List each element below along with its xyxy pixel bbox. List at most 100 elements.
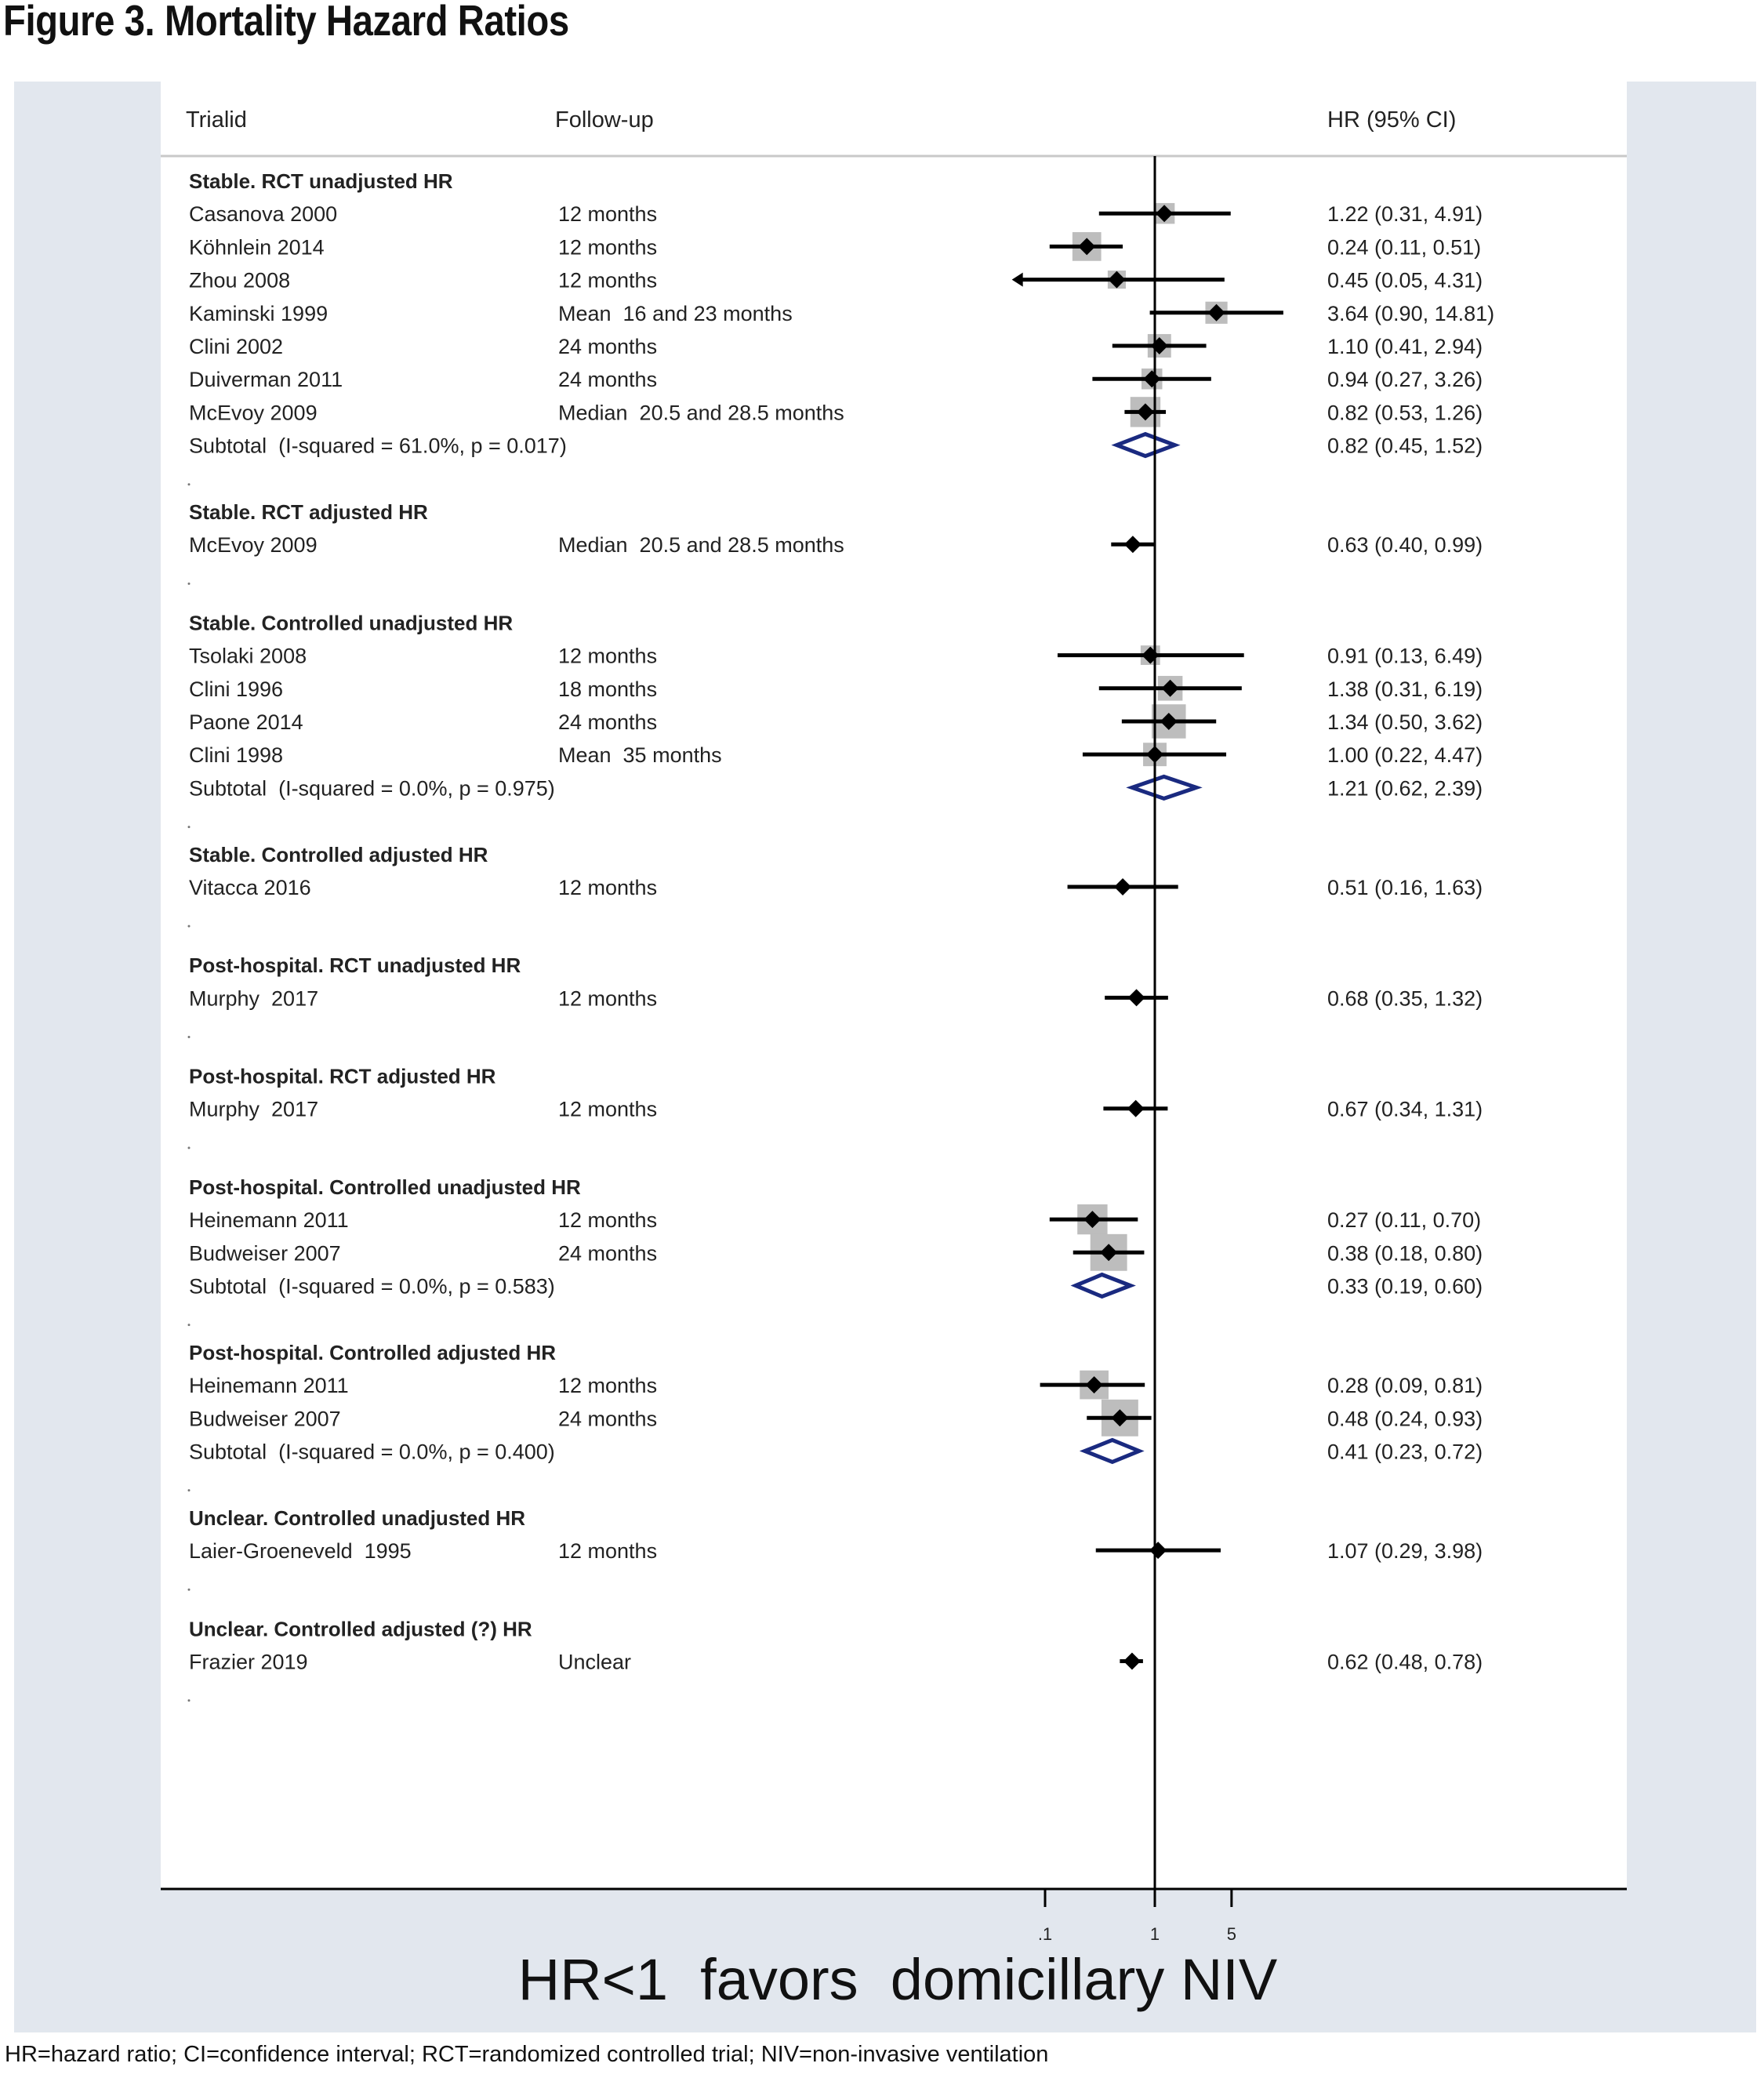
hr-ci-label: 1.22 (0.31, 4.91) xyxy=(1327,202,1483,226)
subtotal-hr-ci-label: 1.21 (0.62, 2.39) xyxy=(1327,776,1483,800)
subtotal-hr-ci-label: 0.33 (0.19, 0.60) xyxy=(1327,1274,1483,1298)
study-label: Murphy 2017 xyxy=(189,986,318,1010)
group-heading: Post-hospital. RCT unadjusted HR xyxy=(189,954,521,977)
study-label: Frazier 2019 xyxy=(189,1650,308,1673)
hr-ci-label: 0.38 (0.18, 0.80) xyxy=(1327,1241,1483,1265)
x-axis-ticks: .1 1 5 xyxy=(1038,1889,1236,1944)
point-estimate xyxy=(1161,679,1179,697)
figure-footnote: HR=hazard ratio; CI=confidence interval;… xyxy=(5,2042,1049,2067)
followup-label: 12 months xyxy=(558,986,657,1010)
followup-label: 12 months xyxy=(558,235,657,259)
spacer-dot xyxy=(187,1588,191,1591)
group-heading: Stable. RCT adjusted HR xyxy=(189,500,428,524)
point-estimate xyxy=(1143,370,1161,388)
point-estimate xyxy=(1078,238,1096,256)
point-estimate xyxy=(1123,1652,1141,1670)
point-estimate xyxy=(1127,1099,1145,1117)
subtotal-label: Subtotal (I-squared = 0.0%, p = 0.583) xyxy=(189,1274,555,1298)
x-tick-label: 5 xyxy=(1227,1924,1236,1944)
point-estimate xyxy=(1114,877,1132,895)
hr-ci-label: 1.10 (0.41, 2.94) xyxy=(1327,335,1483,358)
hr-ci-label: 0.45 (0.05, 4.31) xyxy=(1327,269,1483,292)
study-label: Zhou 2008 xyxy=(189,269,290,292)
followup-label: Unclear xyxy=(558,1650,631,1673)
hr-ci-label: 0.68 (0.35, 1.32) xyxy=(1327,986,1483,1010)
col-header-study: Trialid xyxy=(186,107,247,133)
ci-arrow xyxy=(1011,272,1023,287)
subtotal-label: Subtotal (I-squared = 0.0%, p = 0.975) xyxy=(189,776,555,800)
spacer-dot xyxy=(187,582,191,585)
hr-ci-label: 3.64 (0.90, 14.81) xyxy=(1327,302,1494,325)
study-label: Duiverman 2011 xyxy=(189,368,343,391)
study-label: Köhnlein 2014 xyxy=(189,235,325,259)
subtotal-label: Subtotal (I-squared = 61.0%, p = 0.017) xyxy=(189,434,567,458)
x-tick-label: 1 xyxy=(1150,1924,1160,1944)
hr-ci-label: 0.24 (0.11, 0.51) xyxy=(1327,235,1481,259)
group-heading: Stable. Controlled adjusted HR xyxy=(189,843,488,866)
spacer-dot xyxy=(187,483,191,486)
point-estimate xyxy=(1160,712,1178,730)
followup-label: 24 months xyxy=(558,710,657,734)
study-label: McEvoy 2009 xyxy=(189,533,318,557)
point-estimate xyxy=(1156,205,1174,223)
point-estimate xyxy=(1123,536,1142,554)
hr-ci-label: 0.63 (0.40, 0.99) xyxy=(1327,533,1483,557)
hr-ci-label: 0.82 (0.53, 1.26) xyxy=(1327,401,1483,424)
plot-panel xyxy=(161,82,1627,1890)
study-label: Clini 2002 xyxy=(189,335,283,358)
forest-rows: Stable. RCT unadjusted HR Casanova 2000 12… xyxy=(187,169,1494,1702)
group-heading: Post-hospital. Controlled unadjusted HR xyxy=(189,1175,581,1199)
spacer-dot xyxy=(187,924,191,928)
point-estimate xyxy=(1083,1211,1102,1229)
spacer-dot xyxy=(187,1324,191,1327)
hr-ci-label: 0.28 (0.09, 0.81) xyxy=(1327,1374,1483,1397)
followup-label: 24 months xyxy=(558,335,657,358)
point-estimate xyxy=(1085,1376,1103,1394)
followup-label: Median 20.5 and 28.5 months xyxy=(558,401,844,424)
followup-label: Median 20.5 and 28.5 months xyxy=(558,533,844,557)
study-label: Casanova 2000 xyxy=(189,202,337,226)
col-header-followup: Follow-up xyxy=(555,107,654,133)
followup-label: 18 months xyxy=(558,677,657,701)
group-heading: Stable. Controlled unadjusted HR xyxy=(189,611,513,634)
study-label: Laier-Groeneveld 1995 xyxy=(189,1539,412,1563)
col-header-hr: HR (95% CI) xyxy=(1327,107,1456,133)
group-heading: Stable. RCT unadjusted HR xyxy=(189,169,453,193)
study-label: Tsolaki 2008 xyxy=(189,645,307,668)
study-label: Clini 1998 xyxy=(189,743,283,767)
hr-ci-label: 0.51 (0.16, 1.63) xyxy=(1327,876,1483,899)
spacer-dot xyxy=(187,1146,191,1150)
hr-ci-label: 1.34 (0.50, 3.62) xyxy=(1327,710,1483,734)
study-label: Murphy 2017 xyxy=(189,1098,318,1121)
subtotal-label: Subtotal (I-squared = 0.0%, p = 0.400) xyxy=(189,1440,555,1463)
subtotal-diamond xyxy=(1070,1272,1136,1299)
point-estimate xyxy=(1136,403,1154,421)
hr-ci-label: 0.94 (0.27, 3.26) xyxy=(1327,368,1483,391)
x-tick-label: .1 xyxy=(1038,1924,1052,1944)
group-heading: Post-hospital. RCT adjusted HR xyxy=(189,1065,496,1088)
followup-label: 12 months xyxy=(558,645,657,668)
followup-label: 24 months xyxy=(558,368,657,391)
point-estimate xyxy=(1111,1409,1129,1427)
point-estimate xyxy=(1108,271,1126,289)
spacer-dot xyxy=(187,1036,191,1039)
hr-ci-label: 0.67 (0.34, 1.31) xyxy=(1327,1098,1483,1121)
group-heading: Post-hospital. Controlled adjusted HR xyxy=(189,1341,556,1364)
x-axis-caption: HR<1 favors domicillary NIV xyxy=(518,1947,1278,2012)
subtotal-hr-ci-label: 0.41 (0.23, 0.72) xyxy=(1327,1440,1483,1463)
study-label: Heinemann 2011 xyxy=(189,1208,349,1232)
followup-label: Mean 35 months xyxy=(558,743,722,767)
study-label: Kaminski 1999 xyxy=(189,302,328,325)
study-label: Budweiser 2007 xyxy=(189,1407,341,1430)
hr-ci-label: 1.07 (0.29, 3.98) xyxy=(1327,1539,1483,1563)
spacer-dot xyxy=(187,826,191,829)
study-label: Vitacca 2016 xyxy=(189,876,311,899)
point-estimate xyxy=(1127,989,1145,1007)
study-label: Paone 2014 xyxy=(189,710,303,734)
followup-label: 12 months xyxy=(558,1208,657,1232)
followup-label: 24 months xyxy=(558,1241,657,1265)
spacer-dot xyxy=(187,1489,191,1492)
group-heading: Unclear. Controlled adjusted (?) HR xyxy=(189,1617,532,1640)
study-label: Clini 1996 xyxy=(189,677,283,701)
hr-ci-label: 1.00 (0.22, 4.47) xyxy=(1327,743,1483,767)
